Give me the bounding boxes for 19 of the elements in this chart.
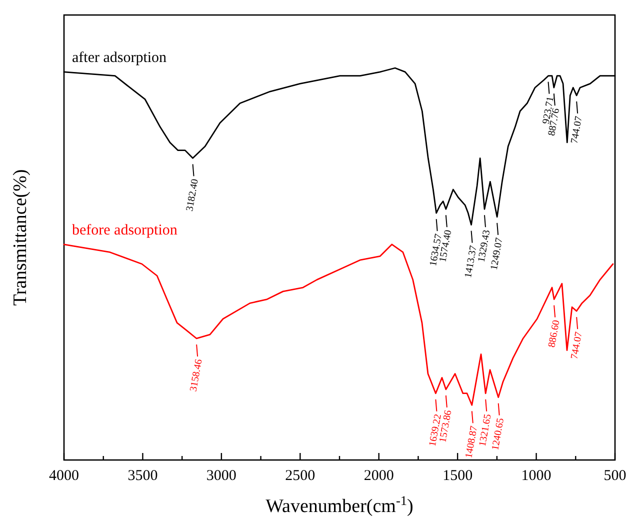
annotation: 744.07 xyxy=(569,115,585,144)
annotation: 1408.87 xyxy=(464,425,480,460)
annotation: 1240.65 xyxy=(490,417,507,452)
x-tick-label: 1500 xyxy=(442,468,473,484)
x-tick-label: 500 xyxy=(604,468,626,484)
x-tick-label: 2000 xyxy=(364,468,394,484)
annotation: 3158.46 xyxy=(188,358,205,392)
x-tick-label: 3000 xyxy=(206,468,236,484)
series-label: after adsorption xyxy=(72,50,168,66)
series-label: before adsorption xyxy=(72,222,178,238)
annotation: 886.60 xyxy=(546,319,562,348)
x-tick-label: 1000 xyxy=(521,468,552,484)
annotation: 744.07 xyxy=(569,331,585,360)
x-tick-label: 2500 xyxy=(285,468,316,484)
x-axis-title: Wavenumber(cm$^{-1}$) xyxy=(266,492,414,517)
x-tick-label: 3500 xyxy=(128,468,158,484)
x-tick-label: 4000 xyxy=(49,468,79,484)
y-axis-title: Transmittance(%) xyxy=(10,169,31,306)
annotation: 3182.40 xyxy=(184,178,201,212)
